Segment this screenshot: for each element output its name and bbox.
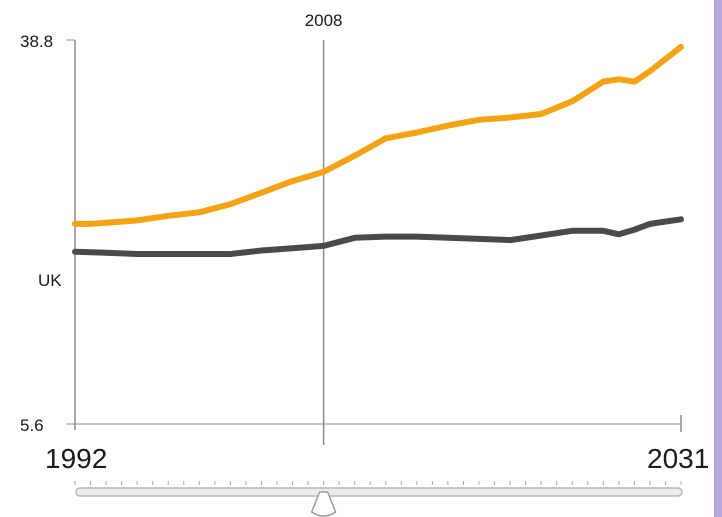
slider-ticks (74, 481, 682, 485)
series-label-uk: UK (38, 271, 62, 290)
y-tick-label-max: 38.8 (20, 32, 53, 51)
series-line-uk (72, 216, 684, 257)
side-band (714, 0, 722, 517)
slider-thumb[interactable] (310, 491, 337, 517)
year-marker-label: 2008 (305, 11, 343, 30)
x-label-start: 1992 (45, 443, 107, 474)
y-tick-label-min: 5.6 (20, 416, 44, 435)
x-label-end: 2031 (647, 443, 709, 474)
series-layer (72, 43, 684, 257)
slider-track[interactable] (75, 487, 683, 497)
year-slider[interactable] (74, 481, 683, 517)
series-line-series-1 (72, 43, 684, 227)
